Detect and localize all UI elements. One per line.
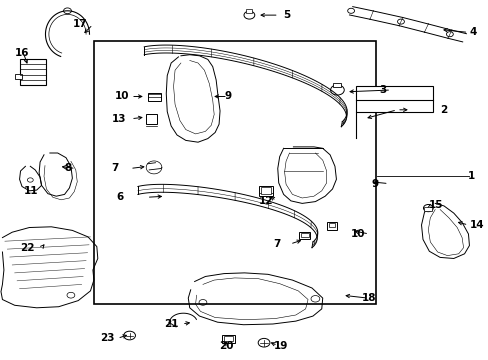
Bar	[299, 232, 309, 239]
Bar	[146, 114, 157, 124]
Text: 10: 10	[350, 229, 365, 239]
Bar	[222, 335, 235, 343]
Text: 9: 9	[224, 91, 231, 102]
Bar	[94, 41, 375, 304]
Text: 13: 13	[111, 114, 126, 124]
Text: 10: 10	[114, 91, 129, 102]
Bar	[20, 59, 46, 85]
Bar	[300, 233, 308, 237]
Bar	[328, 223, 335, 227]
Text: 17: 17	[72, 19, 87, 30]
Bar	[333, 83, 341, 87]
Text: 23: 23	[100, 333, 114, 343]
Text: 14: 14	[468, 220, 483, 230]
Bar	[246, 9, 252, 13]
Text: 21: 21	[163, 319, 178, 329]
Text: 5: 5	[283, 10, 290, 20]
Text: 8: 8	[64, 163, 71, 174]
Bar	[355, 86, 432, 112]
Bar	[424, 207, 431, 211]
Bar	[224, 336, 233, 341]
Bar	[147, 93, 161, 101]
Text: 9: 9	[371, 179, 378, 189]
Text: 18: 18	[361, 293, 376, 303]
Text: 11: 11	[23, 186, 38, 196]
Text: 4: 4	[468, 27, 476, 37]
Text: 7: 7	[111, 163, 119, 174]
Text: 20: 20	[219, 341, 233, 351]
Text: 12: 12	[259, 196, 273, 206]
Text: 15: 15	[427, 200, 442, 210]
Text: 19: 19	[273, 341, 287, 351]
Bar	[15, 74, 22, 79]
Text: 7: 7	[272, 239, 280, 249]
Bar	[261, 187, 270, 194]
Text: 3: 3	[378, 85, 386, 95]
Text: 6: 6	[116, 192, 123, 202]
Text: 16: 16	[15, 48, 29, 58]
Text: 1: 1	[467, 171, 474, 181]
Bar	[326, 222, 337, 230]
Text: 22: 22	[20, 243, 35, 253]
Bar	[259, 186, 272, 196]
Text: 2: 2	[439, 105, 447, 115]
